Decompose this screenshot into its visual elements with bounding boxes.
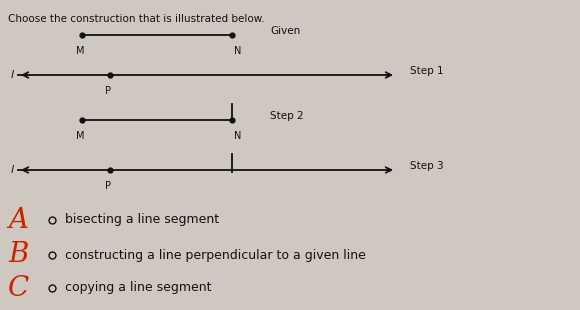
Text: B: B	[8, 241, 28, 268]
Text: l: l	[10, 70, 13, 80]
Text: bisecting a line segment: bisecting a line segment	[65, 214, 219, 227]
Text: Step 1: Step 1	[410, 66, 444, 76]
Text: M: M	[76, 131, 84, 141]
Text: A: A	[8, 206, 28, 233]
Text: Choose the construction that is illustrated below.: Choose the construction that is illustra…	[8, 14, 264, 24]
Text: P: P	[105, 86, 111, 96]
Text: Step 3: Step 3	[410, 161, 444, 171]
Text: M: M	[76, 46, 84, 56]
Text: N: N	[234, 131, 241, 141]
Text: Step 2: Step 2	[270, 111, 303, 121]
Text: copying a line segment: copying a line segment	[65, 281, 212, 294]
Text: Given: Given	[270, 26, 300, 36]
Text: N: N	[234, 46, 241, 56]
Text: l: l	[10, 165, 13, 175]
Text: C: C	[8, 274, 29, 302]
Text: P: P	[105, 181, 111, 191]
Text: constructing a line perpendicular to a given line: constructing a line perpendicular to a g…	[65, 249, 366, 262]
